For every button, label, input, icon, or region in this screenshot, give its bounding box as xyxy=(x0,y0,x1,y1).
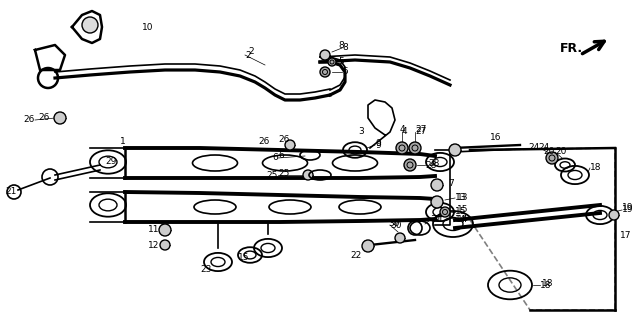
Text: 27: 27 xyxy=(415,125,427,134)
Text: 24: 24 xyxy=(529,143,540,153)
Text: 15: 15 xyxy=(457,205,469,214)
Circle shape xyxy=(82,17,98,33)
Text: 12: 12 xyxy=(148,241,159,250)
Text: 28: 28 xyxy=(425,161,436,170)
Text: 8: 8 xyxy=(342,44,348,52)
Text: 20: 20 xyxy=(543,148,555,156)
Text: 26: 26 xyxy=(259,138,270,147)
Text: 1: 1 xyxy=(120,138,126,147)
Circle shape xyxy=(320,67,330,77)
Text: 5: 5 xyxy=(342,68,348,76)
Text: 30: 30 xyxy=(388,220,399,228)
Text: 5: 5 xyxy=(338,58,344,67)
Text: 9: 9 xyxy=(375,140,381,149)
Text: 28: 28 xyxy=(428,158,439,167)
Circle shape xyxy=(160,240,170,250)
Circle shape xyxy=(431,196,443,208)
Circle shape xyxy=(546,152,558,164)
Text: 14: 14 xyxy=(457,215,469,225)
Text: 6: 6 xyxy=(272,154,278,163)
Circle shape xyxy=(395,233,405,243)
Text: 25: 25 xyxy=(278,169,289,178)
Text: 8: 8 xyxy=(338,41,344,50)
Circle shape xyxy=(320,50,330,60)
Circle shape xyxy=(409,142,421,154)
Text: 19: 19 xyxy=(622,204,633,212)
Circle shape xyxy=(328,58,336,66)
Text: 3: 3 xyxy=(358,127,364,137)
Text: 18: 18 xyxy=(590,164,602,172)
Circle shape xyxy=(159,224,171,236)
Circle shape xyxy=(431,179,443,191)
Text: 31: 31 xyxy=(432,215,444,225)
Text: 30: 30 xyxy=(390,220,401,229)
Text: 20: 20 xyxy=(555,148,566,156)
Text: 31: 31 xyxy=(430,215,441,225)
Text: 18: 18 xyxy=(540,281,552,290)
Text: 13: 13 xyxy=(455,194,467,203)
Text: 11: 11 xyxy=(148,226,160,235)
Text: 13: 13 xyxy=(457,193,469,202)
Text: 6: 6 xyxy=(278,151,284,161)
Text: 23: 23 xyxy=(200,266,211,275)
Text: 26: 26 xyxy=(23,116,35,124)
Text: FR.: FR. xyxy=(560,42,583,54)
Text: 24: 24 xyxy=(538,143,549,153)
Circle shape xyxy=(285,140,295,150)
Circle shape xyxy=(449,144,461,156)
Text: 21: 21 xyxy=(5,188,16,196)
Text: 7: 7 xyxy=(448,179,454,188)
Text: 4: 4 xyxy=(402,127,408,137)
Circle shape xyxy=(440,207,450,217)
Text: 22: 22 xyxy=(350,251,361,260)
Text: 4: 4 xyxy=(400,125,406,134)
Circle shape xyxy=(362,240,374,252)
Text: 14: 14 xyxy=(455,215,467,225)
Text: 29: 29 xyxy=(105,157,117,166)
Text: 16: 16 xyxy=(490,133,501,142)
Text: 17: 17 xyxy=(620,230,631,239)
Text: 2: 2 xyxy=(245,51,250,60)
Text: 15: 15 xyxy=(238,253,250,262)
Text: 9: 9 xyxy=(375,140,381,148)
Circle shape xyxy=(303,170,313,180)
Circle shape xyxy=(404,159,416,171)
Circle shape xyxy=(609,210,619,220)
Text: 2: 2 xyxy=(248,47,254,57)
Circle shape xyxy=(396,142,408,154)
Text: 19: 19 xyxy=(622,205,633,214)
Text: 27: 27 xyxy=(415,127,427,137)
Text: 15: 15 xyxy=(455,207,467,217)
Text: 26: 26 xyxy=(278,135,289,145)
Text: 10: 10 xyxy=(142,23,153,33)
Text: 18: 18 xyxy=(542,278,553,287)
Text: 26: 26 xyxy=(38,114,49,123)
Circle shape xyxy=(54,112,66,124)
Text: 25: 25 xyxy=(267,171,278,180)
